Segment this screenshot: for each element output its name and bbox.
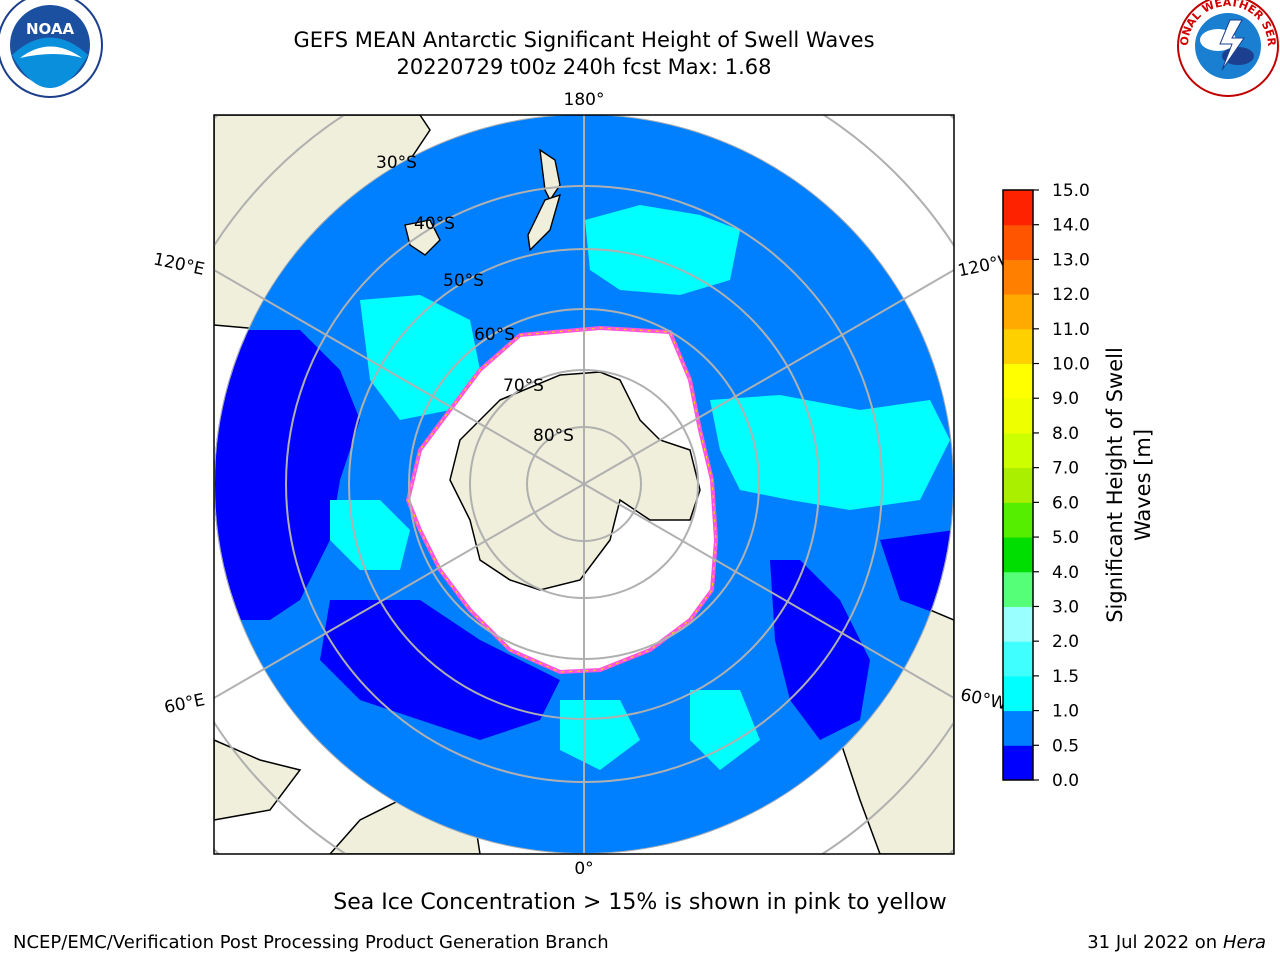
colorbar-tick-label: 12.0 — [1052, 285, 1090, 305]
colorbar-tick-label: 7.0 — [1052, 459, 1079, 479]
colorbar-border — [1002, 189, 1034, 781]
colorbar-tick-label: 13.0 — [1052, 250, 1090, 270]
colorbar-segment — [1003, 571, 1033, 607]
lat-label-40s: 40°S — [414, 214, 455, 234]
colorbar-tick-label: 6.0 — [1052, 493, 1079, 513]
colorbar-segment — [1003, 259, 1033, 295]
colorbar-segment — [1003, 537, 1033, 573]
colorbar-segment — [1003, 190, 1033, 226]
antarctica — [449, 371, 701, 591]
title-line-1: GEFS MEAN Antarctic Significant Height o… — [293, 28, 875, 52]
noaa-logo-text: NOAA — [26, 20, 75, 38]
colorbar — [1003, 190, 1033, 781]
colorbar-tick-label: 4.0 — [1052, 563, 1079, 583]
lon-label-60w: 60°W — [959, 685, 1009, 714]
sea-ice-note: Sea Ice Concentration > 15% is shown in … — [333, 890, 947, 915]
colorbar-segment — [1003, 502, 1033, 538]
colorbar-tick-label: 0.0 — [1052, 771, 1079, 791]
colorbar-tick-label: 5.0 — [1052, 528, 1079, 548]
colorbar-segment — [1003, 328, 1033, 365]
footer-producer: NCEP/EMC/Verification Post Processing Pr… — [13, 932, 609, 953]
colorbar-ticks: 0.0 0.5 1.0 1.5 2.0 3.0 4.0 5.0 6.0 7.0 8.0 9.0 10.0… — [1033, 181, 1090, 791]
colorbar-tick-label: 2.0 — [1052, 632, 1079, 652]
colorbar-tick-label: 8.0 — [1052, 424, 1079, 444]
lon-label-0: 0° — [574, 859, 593, 879]
lat-label-30s: 30°S — [376, 153, 417, 173]
map-border — [213, 114, 955, 855]
colorbar-segment — [1003, 224, 1033, 260]
colorbar-segment — [1003, 641, 1033, 677]
lon-label-120e: 120°E — [152, 250, 207, 280]
colorbar-tick-label: 11.0 — [1052, 320, 1090, 340]
colorbar-segment — [1003, 432, 1033, 469]
nws-logo: NATIONAL WEATHER SERVICE — [0, 0, 1279, 97]
lon-label-180: 180° — [564, 90, 605, 110]
lat-label-50s: 50°S — [443, 271, 484, 291]
colorbar-segment — [1003, 294, 1033, 330]
lat-label-60s: 60°S — [474, 325, 515, 345]
colorbar-segment — [1003, 710, 1033, 746]
colorbar-tick-label: 15.0 — [1052, 181, 1090, 201]
footer-date: 31 Jul 2022 on Hera — [1087, 932, 1266, 953]
title-line-2: 20220729 t00z 240h fcst Max: 1.68 — [396, 55, 772, 79]
lat-label-70s: 70°S — [503, 376, 544, 396]
colorbar-segment — [1003, 745, 1033, 781]
footer-machine: Hera — [1222, 932, 1266, 953]
high-swell-regions — [330, 205, 950, 770]
lon-label-60e: 60°E — [162, 690, 206, 718]
colorbar-tick-label: 10.0 — [1052, 355, 1090, 375]
colorbar-segment — [1003, 467, 1033, 503]
graticule-outer — [214, 115, 954, 854]
colorbar-tick-label: 0.5 — [1052, 736, 1079, 756]
noaa-logo: NOAA — [0, 0, 103, 98]
colorbar-segment — [1003, 398, 1033, 434]
colorbar-title-line-1: Significant Height of Swell — [1103, 347, 1127, 623]
colorbar-tick-label: 14.0 — [1052, 216, 1090, 236]
lat-label-80s: 80°S — [533, 426, 574, 446]
nws-logo-text: NATIONAL WEATHER SERVICE — [0, 0, 1278, 47]
colorbar-segment — [1003, 675, 1033, 712]
colorbar-tick-label: 1.5 — [1052, 667, 1079, 687]
colorbar-title-line-2: Waves [m] — [1131, 429, 1155, 541]
colorbar-tick-label: 1.0 — [1052, 702, 1079, 722]
colorbar-tick-label: 3.0 — [1052, 597, 1079, 617]
colorbar-tick-label: 9.0 — [1052, 389, 1079, 409]
colorbar-segment — [1003, 363, 1033, 399]
graticule — [214, 115, 954, 854]
footer-date-text: 31 Jul 2022 on — [1087, 932, 1223, 953]
colorbar-segment — [1003, 606, 1033, 642]
